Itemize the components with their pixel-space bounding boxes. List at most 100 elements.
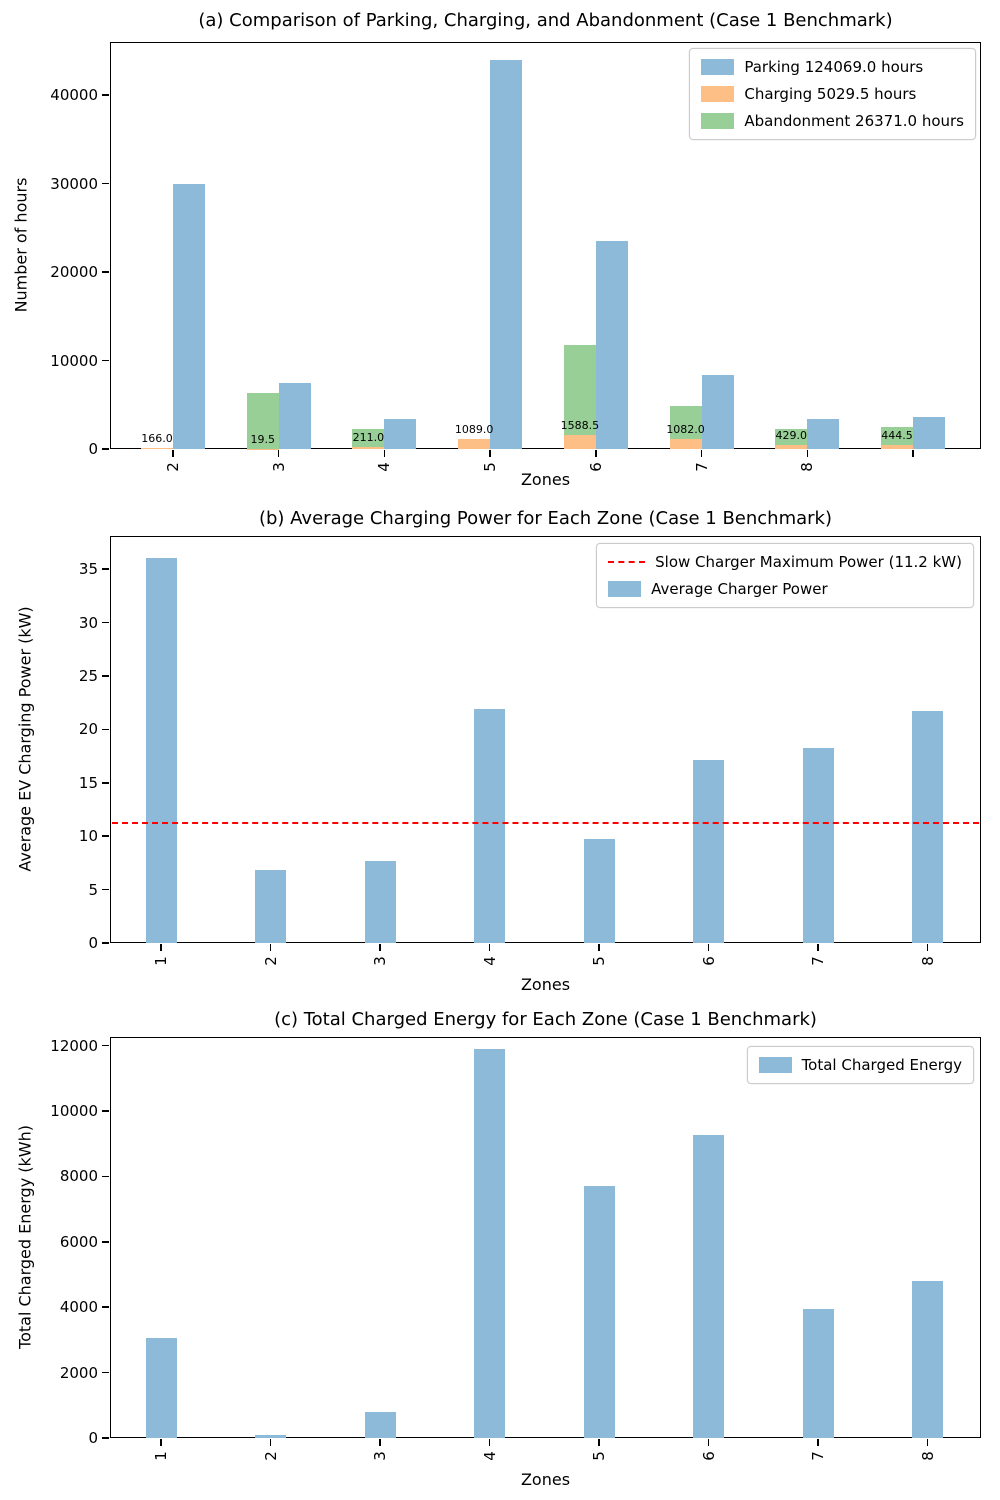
bar-zone-8: [912, 1281, 943, 1438]
bar-charging-group-8: [880, 445, 913, 449]
x-tick-mark: [277, 450, 280, 457]
avg-power-swatch-icon: [608, 581, 642, 597]
charging-value-label: 429.0: [775, 429, 808, 443]
charging-value-label: 1588.5: [560, 418, 600, 432]
x-tick-mark: [707, 944, 710, 951]
x-tick-label: 4: [480, 1451, 499, 1461]
bar-zone-5: [583, 1186, 615, 1438]
y-tick-mark: [102, 728, 109, 731]
y-tick-label: 30000: [50, 174, 98, 193]
max-power-reference-line: [112, 822, 979, 825]
y-tick-label: 10000: [50, 351, 98, 370]
bar-abandonment-group-2: [246, 393, 279, 449]
y-tick-label: 30: [78, 613, 98, 632]
charging-swatch-icon: [701, 86, 735, 102]
bar-zone-2: [255, 1434, 286, 1438]
y-tick-label: 25: [78, 666, 98, 685]
bar-charging-group-4: [458, 439, 491, 449]
bar-parking-group-7: [807, 418, 840, 449]
y-tick-mark: [102, 1110, 109, 1112]
y-tick-label: 6000: [59, 1232, 98, 1251]
total-energy-swatch-icon: [758, 1057, 792, 1073]
bar-zone-3: [364, 860, 396, 943]
y-tick-label: 10000: [50, 1101, 98, 1120]
y-tick-label: 35: [78, 560, 98, 579]
x-tick-label: 2: [261, 1451, 280, 1461]
x-tick-mark: [817, 944, 819, 951]
chart-c-title: (c) Total Charged Energy for Each Zone (…: [274, 1009, 817, 1030]
bar-zone-7: [802, 1309, 834, 1438]
legend-item-max-power: Slow Charger Maximum Power (11.2 kW): [608, 553, 962, 571]
y-tick-mark: [102, 835, 109, 837]
x-tick-mark: [707, 1439, 710, 1446]
x-tick-mark: [806, 450, 809, 457]
bar-zone-4: [474, 709, 505, 943]
bar-charging-group-7: [775, 445, 808, 449]
y-tick-mark: [102, 271, 109, 273]
y-tick-mark: [102, 621, 109, 624]
y-tick-mark: [102, 942, 109, 944]
x-tick-mark: [489, 450, 491, 457]
bar-zone-1: [145, 1338, 177, 1438]
bar-zone-7: [802, 747, 834, 943]
legend-item-total-energy: Total Charged Energy: [758, 1056, 962, 1074]
y-tick-label: 0: [88, 1429, 98, 1447]
x-tick-mark: [488, 1439, 491, 1446]
charging-value-label: 166.0: [141, 431, 173, 445]
y-tick-mark: [102, 782, 109, 784]
bar-abandonment-group-3: [352, 428, 385, 449]
y-tick-mark: [102, 1241, 109, 1243]
y-tick-label: 5: [88, 880, 98, 899]
bar-parking-group-4: [490, 59, 523, 449]
bar-zone-6: [693, 760, 724, 943]
legend-item-parking: Parking 124069.0 hours: [701, 58, 964, 76]
x-tick-label: 7: [809, 1451, 827, 1461]
x-tick-label: 6: [699, 1451, 718, 1461]
bar-zone-5: [583, 839, 615, 943]
bar-abandonment-group-8: [880, 427, 913, 449]
y-tick-label: 10: [78, 827, 98, 846]
x-tick-mark: [926, 944, 929, 951]
y-tick-mark: [102, 1175, 109, 1178]
chart-a-legend: Parking 124069.0 hours Charging 5029.5 h…: [689, 48, 976, 140]
x-tick-mark: [172, 450, 174, 457]
bar-zone-1: [145, 558, 177, 943]
y-tick-mark: [102, 94, 109, 96]
y-tick-mark: [102, 675, 109, 677]
x-tick-mark: [817, 1439, 819, 1446]
x-tick-label: 8: [918, 1451, 937, 1461]
x-tick-mark: [598, 1439, 600, 1446]
bar-abandonment-group-5: [563, 345, 596, 449]
legend-label-abandonment: Abandonment 26371.0 hours: [744, 112, 964, 130]
x-tick-mark: [160, 1439, 162, 1446]
bar-zone-2: [255, 870, 286, 943]
legend-item-charging: Charging 5029.5 hours: [701, 85, 964, 103]
bar-charging-group-1: [141, 447, 173, 449]
x-tick-mark: [700, 450, 703, 457]
bar-parking-group-2: [278, 383, 311, 449]
y-tick-mark: [102, 1437, 109, 1439]
y-tick-mark: [102, 182, 109, 185]
x-tick-label: 5: [590, 1451, 608, 1461]
y-tick-label: 2000: [59, 1363, 98, 1382]
chart-c-legend: Total Charged Energy: [746, 1046, 974, 1084]
y-tick-label: 15: [78, 773, 98, 792]
bar-parking-group-5: [595, 241, 628, 449]
legend-label-max-power: Slow Charger Maximum Power (11.2 kW): [655, 553, 962, 571]
x-tick-mark: [269, 944, 272, 951]
charging-value-label: 19.5: [250, 432, 275, 446]
y-tick-mark: [102, 568, 109, 570]
chart-a-title: (a) Comparison of Parking, Charging, and…: [198, 10, 893, 31]
bar-charging-group-5: [563, 434, 596, 449]
chart-c-plot-area: [110, 1037, 981, 1438]
charging-value-label: 1082.0: [666, 423, 705, 437]
y-tick-label: 40000: [50, 86, 98, 105]
bar-zone-6: [693, 1135, 724, 1438]
y-tick-label: 20000: [50, 263, 98, 282]
y-tick-mark: [102, 1371, 109, 1374]
x-tick-mark: [160, 944, 162, 951]
x-tick-mark: [269, 1439, 272, 1446]
x-tick-label: 1: [152, 1451, 170, 1461]
legend-label-total-energy: Total Charged Energy: [801, 1056, 962, 1074]
